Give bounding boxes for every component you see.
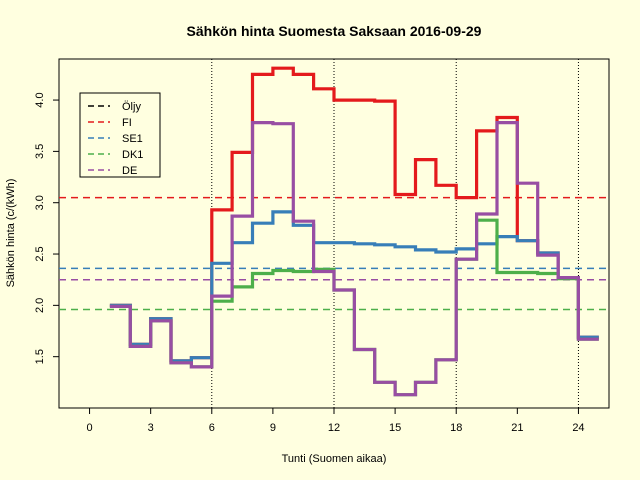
mean-lines [59, 196, 609, 311]
y-tick-label-2.5: 2.5 [34, 246, 46, 261]
y-tick-label-2: 2.0 [34, 298, 46, 313]
legend-label-öljy: Öljy [122, 101, 141, 113]
y-axis-label: Sähkön hinta (c/(kWh) [5, 179, 17, 288]
x-tick-label-3: 3 [148, 422, 154, 434]
x-tick-label-0: 0 [86, 422, 92, 434]
x-axis: 0 3 6 9 12 15 18 21 24 [86, 408, 585, 434]
y-tick-label-3: 3.0 [34, 195, 46, 210]
y-axis: 1.5 2.0 2.5 3.0 3.5 4.0 [34, 92, 59, 364]
y-tick-label-1.5: 1.5 [34, 349, 46, 364]
x-tick-label-15: 15 [389, 422, 401, 434]
legend-box [79, 92, 161, 178]
x-tick-label-21: 21 [511, 422, 523, 434]
legend-label-se1: SE1 [122, 133, 143, 145]
x-tick-label-18: 18 [450, 422, 462, 434]
series-lines [109, 66, 599, 397]
x-axis-label: Tunti (Suomen aikaa) [282, 453, 387, 465]
series-line-de [109, 121, 599, 397]
x-tick-label-12: 12 [328, 422, 340, 434]
series-line-se1 [109, 210, 599, 363]
legend-label-fi: FI [122, 117, 132, 129]
chart-title: Sähkön hinta Suomesta Saksaan 2016-09-29 [187, 23, 482, 39]
legend-label-dk1: DK1 [122, 149, 143, 161]
legend: Öljy FI SE1 DK1 DE [79, 92, 161, 178]
x-tick-label-24: 24 [572, 422, 584, 434]
legend-label-de: DE [122, 165, 137, 177]
x-tick-label-9: 9 [270, 422, 276, 434]
y-tick-label-4: 4.0 [34, 92, 46, 107]
y-tick-label-3.5: 3.5 [34, 144, 46, 159]
x-tick-label-6: 6 [209, 422, 215, 434]
